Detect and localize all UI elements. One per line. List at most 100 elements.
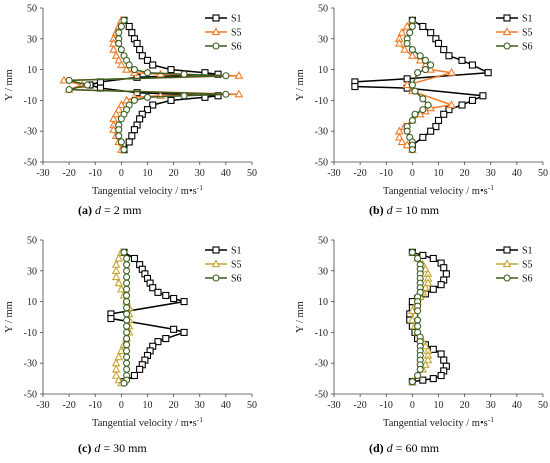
data-point-s5 [421,264,430,273]
data-point-s6 [123,316,131,324]
data-point-s5 [408,315,417,324]
data-point-s6 [115,126,123,134]
data-point-s5 [109,124,118,133]
data-point-s1 [136,46,144,54]
y-tick-label: 50 [27,4,37,15]
y-tick-label: 50 [318,236,328,247]
data-point-s1 [167,66,175,74]
y-tick-label: -50 [24,390,37,401]
x-axis-label-exponent: -1 [197,415,203,424]
data-point-s5 [111,109,121,118]
data-point-s1 [180,328,188,336]
data-point-s6 [403,127,411,135]
x-tick-label: -10 [89,168,102,179]
legend-item-s6: S6 [496,42,533,53]
panel-caption: (b) d = 10 mm [369,203,440,217]
data-point-s5 [234,71,244,79]
legend-marker [503,14,511,22]
panel-caption: (c) d = 30 mm [78,441,147,455]
data-point-s6 [130,96,138,104]
panel-caption: (a) d = 2 mm [78,203,142,217]
data-point-s5 [394,132,404,141]
data-point-s6 [123,279,131,287]
data-point-s1 [128,29,136,37]
y-axis-label: Y / mm [4,301,15,333]
legend-item-s5: S5 [496,27,533,39]
data-point-s6 [117,115,125,123]
caption-variable: d [387,203,394,217]
data-point-s1 [149,284,157,292]
data-point-s6 [117,22,125,31]
data-point-s5 [111,50,121,59]
data-point-s5 [402,140,412,149]
data-point-s1 [437,281,445,289]
y-tick-label: 30 [318,34,328,45]
y-tick-label: 10 [27,297,37,308]
data-point-s6 [416,365,424,373]
data-point-s1 [125,138,133,146]
data-point-s1 [136,365,144,373]
data-point-s1 [468,96,477,104]
data-point-s1 [154,338,162,346]
series-line-s1 [89,19,219,151]
data-point-s1 [440,356,448,364]
data-point-s5 [402,21,412,30]
data-point-s6 [123,261,131,269]
data-point-s6 [414,316,422,324]
data-point-s1 [458,101,466,109]
legend-item-s5: S5 [205,259,242,271]
data-point-s1 [484,69,492,77]
data-point-s6 [83,81,91,89]
data-point-s1 [167,96,175,104]
legend-label: S1 [231,14,242,25]
data-point-s6 [123,291,131,299]
x-tick-label: 30 [195,168,205,179]
data-point-s5 [421,282,430,291]
data-point-s6 [143,93,152,101]
data-point-s5 [111,370,121,379]
series-s6 [120,248,131,387]
legend-marker [211,259,221,268]
data-point-s6 [408,16,416,24]
legend-marker [502,27,512,36]
data-point-s6 [408,81,416,89]
x-tick-label: 0 [410,400,415,411]
data-point-s1 [437,350,445,358]
x-tick-label: -10 [380,168,393,179]
data-point-s6 [414,254,422,263]
data-point-s5 [117,284,126,293]
data-point-s6 [408,378,416,386]
legend-label: S6 [231,42,242,53]
data-point-s1 [170,294,178,303]
series-s1 [351,16,492,149]
data-point-s6 [427,61,435,69]
x-tick-label: 30 [195,400,205,411]
data-point-s6 [414,69,422,77]
data-point-s5 [447,67,456,76]
data-point-s6 [419,95,427,103]
y-tick-label: -30 [315,127,328,138]
y-tick-label: -10 [24,96,37,107]
data-point-s1 [162,335,170,343]
data-point-s5 [402,80,412,89]
data-point-s1 [128,132,136,140]
x-tick-label: 40 [512,168,522,179]
legend-marker [503,42,511,50]
data-point-s6 [65,86,73,94]
legend-marker [503,274,511,282]
data-point-s1 [429,285,437,293]
caption-panel-letter: (a) [78,203,95,217]
x-tick-label: 50 [247,168,257,179]
y-tick-label: -50 [24,158,37,169]
x-tick-label: 40 [221,168,231,179]
legend-marker [503,246,511,254]
data-point-s5 [114,55,124,64]
x-tick-label: 50 [538,400,548,411]
data-point-s6 [120,379,128,387]
data-point-s1 [162,291,170,299]
data-point-s5 [423,278,433,287]
x-tick-label: 20 [169,168,179,179]
data-point-s5 [400,44,409,53]
x-tick-label: 50 [247,400,257,411]
